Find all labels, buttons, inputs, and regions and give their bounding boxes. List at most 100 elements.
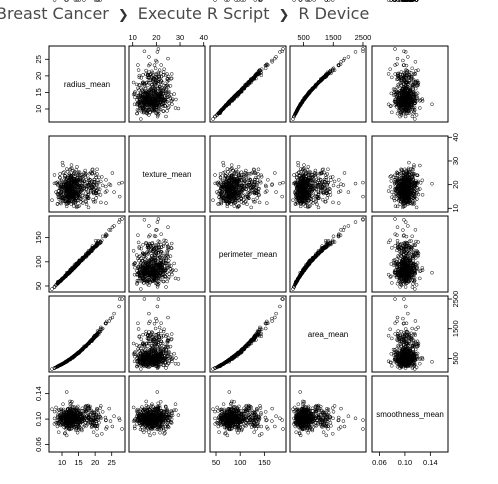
data-point xyxy=(278,50,282,54)
data-point xyxy=(151,88,156,92)
scatter-panel-perimeter_mean-vs-radius_mean xyxy=(48,215,126,293)
data-point xyxy=(146,95,151,99)
scatter-panel-texture_mean-vs-radius_mean xyxy=(48,0,126,213)
data-point xyxy=(61,171,65,175)
scatter-panel-radius_mean-vs-smoothness_mean xyxy=(371,0,449,123)
data-point xyxy=(144,109,149,114)
data-point xyxy=(336,184,341,189)
data-point xyxy=(153,66,158,71)
data-point xyxy=(255,196,259,200)
data-point xyxy=(332,68,337,72)
data-point xyxy=(80,198,85,202)
data-point xyxy=(152,86,157,90)
data-point xyxy=(173,106,178,110)
data-point xyxy=(157,74,161,78)
data-point xyxy=(388,175,392,179)
data-point xyxy=(154,80,158,84)
data-point xyxy=(330,0,335,2)
data-point xyxy=(164,86,169,91)
data-point xyxy=(221,160,225,165)
data-point xyxy=(162,67,166,71)
data-point xyxy=(112,190,116,194)
data-point xyxy=(161,73,166,77)
data-point xyxy=(149,89,154,93)
data-point xyxy=(401,58,405,63)
data-point xyxy=(406,55,410,59)
data-point xyxy=(133,90,137,94)
data-point xyxy=(159,91,163,95)
data-point xyxy=(163,104,167,108)
data-point xyxy=(266,178,270,182)
data-point xyxy=(167,101,171,106)
data-point xyxy=(152,106,156,110)
data-point xyxy=(163,98,167,102)
data-point xyxy=(257,68,262,73)
scatter-panel-radius_mean-vs-texture_mean xyxy=(128,45,206,123)
data-point xyxy=(69,163,74,167)
data-point xyxy=(151,78,155,82)
data-point xyxy=(77,0,82,2)
data-point xyxy=(120,180,124,185)
data-point xyxy=(257,72,262,76)
data-point xyxy=(416,68,420,72)
data-point xyxy=(58,172,62,176)
data-point xyxy=(145,94,150,98)
data-point xyxy=(218,172,223,176)
data-point xyxy=(154,99,158,103)
data-point xyxy=(95,167,99,172)
data-point xyxy=(156,47,161,51)
data-point xyxy=(131,80,136,85)
data-point xyxy=(280,194,284,199)
data-point xyxy=(73,0,78,2)
data-point xyxy=(52,173,57,177)
data-point xyxy=(361,180,365,185)
data-point xyxy=(110,171,115,175)
data-point xyxy=(273,171,277,175)
data-point xyxy=(256,72,260,76)
data-point xyxy=(306,165,311,169)
data-point xyxy=(166,85,170,89)
breadcrumb-item-device: R Device xyxy=(298,4,370,23)
data-point xyxy=(224,0,228,2)
data-point xyxy=(239,170,244,174)
data-point xyxy=(155,110,160,114)
data-point xyxy=(311,198,316,202)
breadcrumb-item-module[interactable]: Execute R Script xyxy=(137,4,270,23)
data-point xyxy=(413,117,417,121)
data-point xyxy=(280,49,284,54)
variable-label: texture_mean xyxy=(143,170,192,179)
data-point xyxy=(328,68,333,73)
breadcrumb-item-dataset[interactable]: Breast Cancer xyxy=(0,4,109,23)
data-point xyxy=(226,102,230,106)
data-point xyxy=(296,163,301,168)
data-point xyxy=(135,108,140,112)
data-point xyxy=(249,205,253,210)
data-point xyxy=(139,93,143,98)
data-point xyxy=(390,75,394,80)
data-point xyxy=(117,194,122,199)
data-point xyxy=(314,199,319,203)
data-point xyxy=(159,88,163,93)
data-point xyxy=(143,90,148,95)
data-point xyxy=(60,160,65,165)
data-point xyxy=(247,79,251,84)
data-point xyxy=(166,56,170,61)
data-point xyxy=(221,163,226,168)
data-point xyxy=(155,50,160,54)
data-point xyxy=(165,109,169,113)
data-point xyxy=(270,58,274,63)
data-point xyxy=(361,49,365,54)
data-point xyxy=(242,85,246,89)
data-point xyxy=(61,163,65,168)
data-point xyxy=(140,96,144,100)
data-point xyxy=(143,96,148,101)
breadcrumb-separator-icon: ❯ xyxy=(117,8,129,23)
data-point xyxy=(413,60,418,64)
data-point xyxy=(264,63,268,67)
data-point xyxy=(229,163,234,167)
data-point xyxy=(100,175,104,179)
data-point xyxy=(221,106,226,110)
data-point xyxy=(153,84,157,89)
data-point xyxy=(52,0,57,2)
data-point xyxy=(253,0,258,2)
